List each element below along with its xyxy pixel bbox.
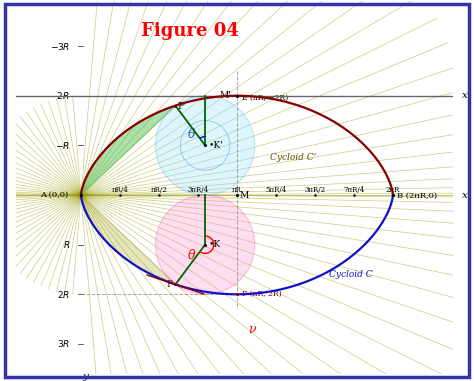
- Text: E (πR, −2R): E (πR, −2R): [242, 94, 288, 102]
- Text: 3πR/2: 3πR/2: [304, 186, 326, 194]
- Text: θ: θ: [187, 249, 195, 262]
- Text: πR: πR: [232, 186, 242, 194]
- Text: M: M: [239, 191, 249, 200]
- Text: ν: ν: [248, 323, 255, 336]
- Text: $3R$: $3R$: [57, 338, 70, 349]
- Text: $-3R$: $-3R$: [50, 40, 70, 51]
- Text: P: P: [167, 280, 173, 290]
- Polygon shape: [81, 195, 175, 285]
- Text: $-R$: $-R$: [55, 140, 70, 151]
- Circle shape: [155, 96, 255, 195]
- Text: •K: •K: [209, 240, 221, 249]
- Text: 2πR: 2πR: [386, 186, 400, 194]
- Text: $2R$: $2R$: [57, 289, 70, 300]
- Text: A (0,0): A (0,0): [40, 191, 69, 199]
- Text: 3πR/4: 3πR/4: [187, 186, 209, 194]
- Text: 5πR/4: 5πR/4: [265, 186, 287, 194]
- Text: M': M': [219, 91, 231, 100]
- Text: θ: θ: [187, 128, 195, 141]
- Text: 7πR/4: 7πR/4: [343, 186, 365, 194]
- Polygon shape: [81, 106, 175, 195]
- Text: x: x: [462, 190, 468, 200]
- Text: P': P': [178, 102, 186, 110]
- Text: y: y: [82, 372, 88, 381]
- Text: •K': •K': [209, 141, 223, 150]
- Text: B (2πR,0): B (2πR,0): [397, 192, 437, 200]
- Text: F (πR, 2R): F (πR, 2R): [242, 290, 282, 298]
- Text: πR/2: πR/2: [151, 186, 167, 194]
- Circle shape: [155, 195, 255, 294]
- Text: x': x': [462, 91, 471, 100]
- Text: $R$: $R$: [63, 239, 70, 250]
- Text: Cycloid C: Cycloid C: [329, 270, 373, 279]
- Text: Figure 04: Figure 04: [141, 22, 238, 40]
- Text: πR/4: πR/4: [111, 186, 128, 194]
- Text: $-2R$: $-2R$: [49, 90, 70, 101]
- Text: Cycloid C’: Cycloid C’: [270, 153, 316, 162]
